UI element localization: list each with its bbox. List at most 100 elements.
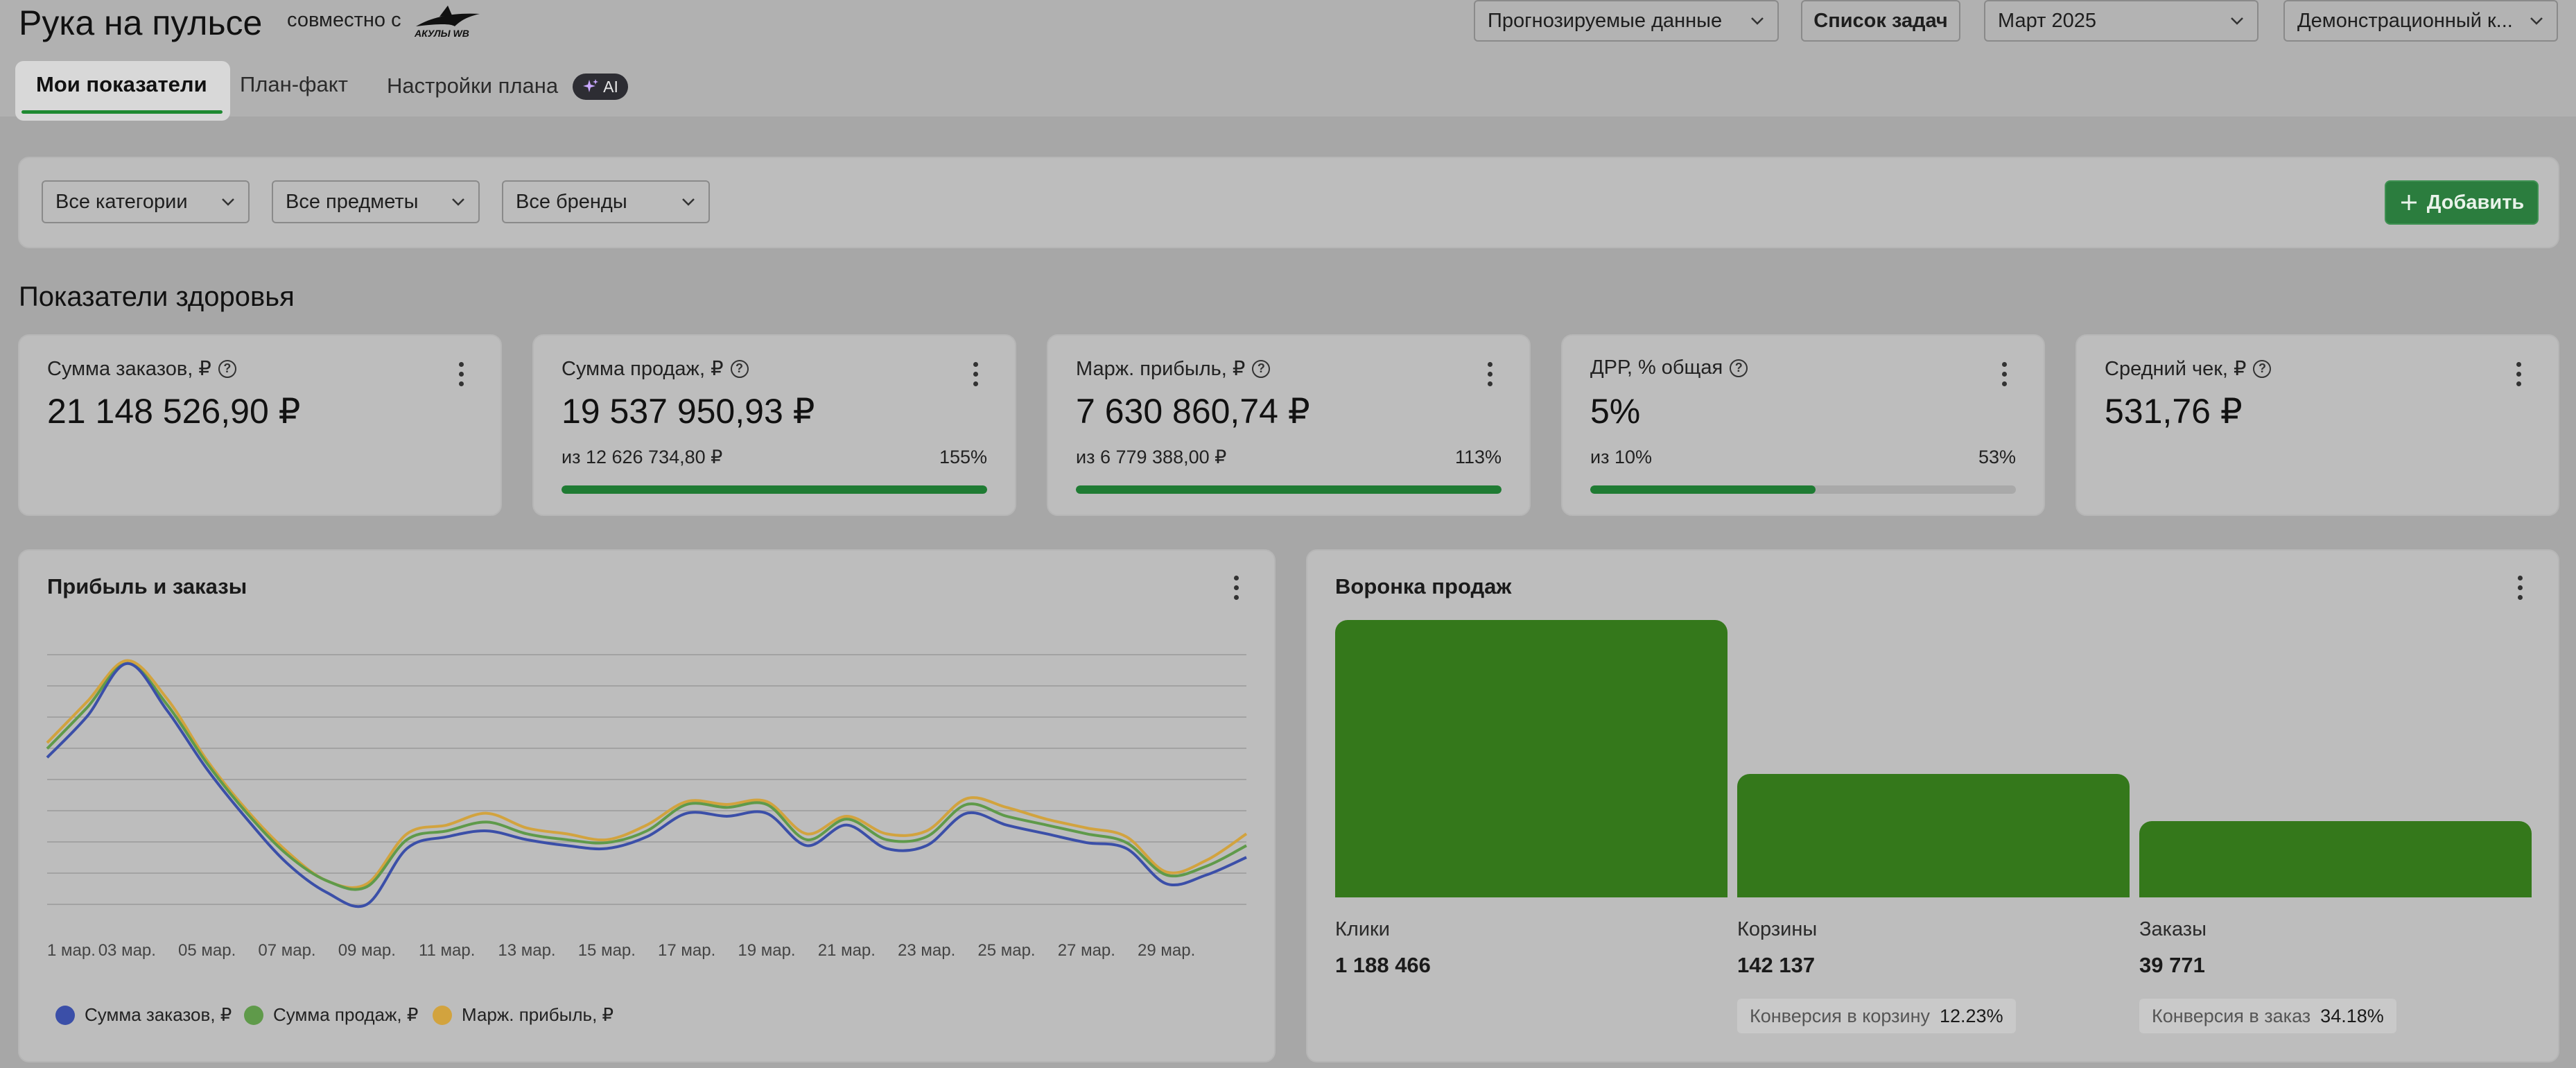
kpi-label: Марж. прибыль, ₽? [1076, 356, 1271, 381]
funnel-stage-value: 39 771 [2139, 953, 2205, 977]
kpi-card-margin: Марж. прибыль, ₽? 7 630 860,74 ₽ из 6 77… [1047, 334, 1531, 516]
brand-filter[interactable]: Все бренды [502, 180, 710, 223]
x-tick-label: 03 мар. [98, 941, 156, 960]
help-icon[interactable]: ? [2253, 359, 2272, 378]
item-filter[interactable]: Все предметы [272, 180, 480, 223]
x-tick-label: 25 мар. [977, 941, 1035, 960]
kpi-label: Средний чек, ₽? [2105, 356, 2272, 381]
add-button-label: Добавить [2426, 191, 2525, 214]
task-list-button-label: Список задач [1813, 9, 1948, 32]
kpi-value: 21 148 526,90 ₽ [47, 392, 301, 431]
tab-plan-fact[interactable]: План-факт [240, 72, 348, 96]
legend-item-orders[interactable]: Сумма заказов, ₽ [55, 1004, 232, 1026]
kpi-value: 19 537 950,93 ₽ [562, 392, 815, 431]
funnel-bar-0[interactable] [1335, 620, 1728, 897]
category-filter[interactable]: Все категории [42, 180, 250, 223]
kpi-card-drr: ДРР, % общая? 5% из 10% 53% [1561, 334, 2045, 516]
chevron-down-icon [222, 198, 234, 206]
x-tick-label: 11 мар. [419, 941, 475, 960]
sales-funnel-card: Воронка продаж Клики 1 188 466 Корзины 1… [1306, 549, 2559, 1062]
kpi-percent: 53% [1978, 447, 2016, 467]
funnel-bar-2[interactable] [2139, 820, 2532, 897]
kpi-progress-fill [1076, 485, 1502, 494]
kpi-value: 7 630 860,74 ₽ [1076, 392, 1310, 431]
conversion-badge: Конверсия в корзину 12.23% [1737, 999, 2016, 1033]
partner-text: совместно с [287, 9, 401, 31]
account-select[interactable]: Демонстрационный к... [2283, 0, 2558, 42]
conversion-badge: Конверсия в заказ 34.18% [2139, 999, 2396, 1033]
chevron-down-icon [682, 198, 695, 206]
line-chart: 1 мар. 03 мар. 05 мар. 07 мар. 09 мар. 11 мар… [46, 654, 1248, 960]
funnel-bar-1[interactable] [1737, 773, 2130, 897]
series-line-2 [46, 659, 1248, 890]
kpi-value: 5% [1590, 392, 1641, 431]
profit-orders-card: Прибыль и заказы 1 мар. 03 мар. 05 мар. 07 … [18, 549, 1276, 1062]
legend-item-sales[interactable]: Сумма продаж, ₽ [244, 1004, 418, 1026]
more-menu-icon[interactable] [2518, 576, 2523, 601]
x-tick-label: 13 мар. [498, 941, 555, 960]
chevron-down-icon [2530, 17, 2543, 25]
funnel-stage-label: Корзины [1737, 918, 1818, 940]
series-line-0 [46, 662, 1247, 908]
more-menu-icon[interactable] [2516, 362, 2522, 387]
kpi-value: 531,76 ₽ [2105, 392, 2243, 431]
funnel-stage-value: 1 188 466 [1335, 953, 1431, 977]
tab-my-metrics-label: Мои показатели [36, 72, 207, 96]
help-icon[interactable]: ? [730, 359, 749, 378]
legend-item-margin[interactable]: Марж. прибыль, ₽ [433, 1004, 613, 1026]
more-menu-icon[interactable] [1488, 362, 1493, 387]
month-select-label: Март 2025 [1998, 9, 2096, 32]
kpi-label-text: Сумма продаж, ₽ [562, 358, 724, 380]
more-menu-icon[interactable] [459, 362, 464, 387]
tab-plan-settings[interactable]: Настройки плана [387, 74, 559, 98]
x-tick-label: 09 мар. [338, 941, 396, 960]
help-icon[interactable]: ? [218, 359, 236, 378]
x-tick-label: 21 мар. [818, 941, 876, 960]
conversion-value: 12.23% [1940, 1005, 2003, 1026]
legend-dot [433, 1005, 452, 1025]
legend-label: Марж. прибыль, ₽ [462, 1004, 614, 1025]
kpi-target: из 10% [1590, 447, 1653, 467]
kpi-card-sales: Сумма продаж, ₽? 19 537 950,93 ₽ из 12 6… [532, 334, 1016, 516]
x-tick-label: 17 мар. [658, 941, 715, 960]
forecast-select[interactable]: Прогнозируемые данные [1474, 0, 1779, 42]
kpi-target: из 12 626 734,80 ₽ [562, 447, 723, 467]
kpi-label-text: Сумма заказов, ₽ [47, 358, 211, 380]
item-filter-label: Все предметы [286, 190, 419, 213]
ai-badge-label: AI [603, 77, 618, 96]
category-filter-label: Все категории [55, 190, 188, 213]
help-icon[interactable]: ? [1252, 359, 1271, 378]
kpi-label: Сумма заказов, ₽? [47, 356, 236, 381]
ai-badge: AI [573, 74, 628, 100]
funnel-title: Воронка продаж [1335, 574, 1512, 598]
x-tick-label: 27 мар. [1058, 941, 1115, 960]
kpi-label-text: Марж. прибыль, ₽ [1076, 358, 1246, 380]
kpi-label: ДРР, % общая? [1590, 356, 1748, 379]
more-menu-icon[interactable] [1234, 576, 1239, 601]
conversion-label: Конверсия в корзину [1750, 1005, 1930, 1026]
x-tick-label: 19 мар. [738, 941, 795, 960]
kpi-percent: 155% [939, 447, 987, 467]
chevron-down-icon [2231, 17, 2243, 25]
kpi-card-orders: Сумма заказов, ₽? 21 148 526,90 ₽ [18, 334, 502, 516]
partner-logo-text: АКУЛЫ WB [415, 28, 469, 39]
legend-label: Сумма продаж, ₽ [273, 1004, 419, 1025]
more-menu-icon[interactable] [973, 362, 979, 387]
add-button[interactable]: Добавить [2385, 180, 2539, 225]
kpi-progress-fill [1590, 485, 1816, 494]
kpi-target: из 6 779 388,00 ₽ [1076, 447, 1227, 467]
conversion-label: Конверсия в заказ [2152, 1005, 2311, 1026]
legend-dot [244, 1005, 263, 1025]
x-tick-label: 23 мар. [898, 941, 955, 960]
conversion-value: 34.18% [2320, 1005, 2384, 1026]
kpi-percent: 113% [1454, 447, 1502, 467]
kpi-card-avg-check: Средний чек, ₽? 531,76 ₽ [2075, 334, 2559, 516]
legend-label: Сумма заказов, ₽ [85, 1004, 232, 1025]
task-list-button[interactable]: Список задач [1801, 0, 1960, 42]
x-tick-label: 07 мар. [258, 941, 315, 960]
month-select[interactable]: Март 2025 [1984, 0, 2259, 42]
help-icon[interactable]: ? [1730, 359, 1748, 377]
kpi-progress-bar [1590, 485, 2016, 494]
forecast-select-label: Прогнозируемые данные [1488, 9, 1723, 32]
more-menu-icon[interactable] [2002, 362, 2008, 387]
